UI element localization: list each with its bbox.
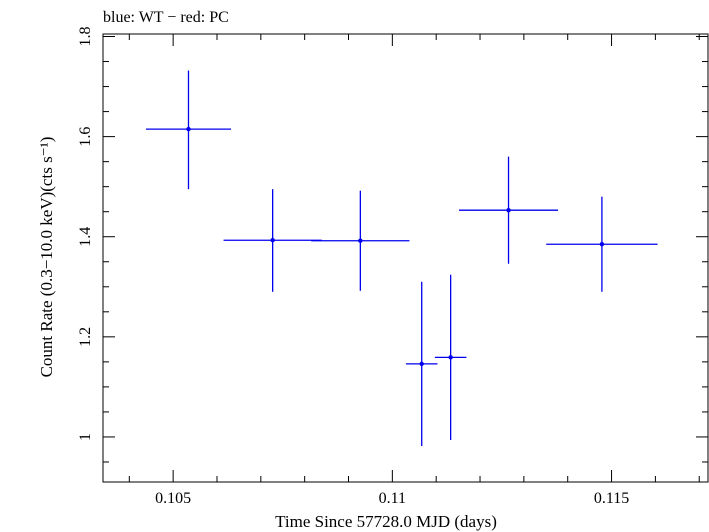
- y-tick-label: 1.6: [77, 127, 94, 147]
- point-marker: [270, 238, 275, 243]
- axis-tick-labels: 0.105 0.11 0.115 1 1.2 1.4 1.6 1.8: [77, 27, 629, 507]
- y-axis-label: Count Rate (0.3−10.0 keV)(cts s⁻¹): [37, 137, 56, 378]
- y-tick-label: 1: [77, 433, 94, 441]
- x-axis-label: Time Since 57728.0 MJD (days): [275, 512, 497, 531]
- plot-border: [102, 33, 709, 483]
- data-point: [223, 189, 322, 292]
- point-marker: [448, 355, 453, 360]
- data-point: [434, 274, 467, 440]
- x-tick-label: 0.105: [155, 490, 191, 507]
- point-marker: [186, 126, 191, 132]
- data-point: [311, 190, 410, 291]
- data-point: [546, 196, 658, 292]
- point-marker: [419, 361, 424, 367]
- axis-ticks: [103, 34, 708, 482]
- point-marker: [599, 242, 605, 247]
- y-tick-label: 1.2: [77, 327, 94, 347]
- chart-title: blue: WT − red: PC: [103, 9, 229, 26]
- plot-frame: [102, 33, 709, 483]
- y-tick-label: 1.4: [77, 227, 94, 247]
- y-tick-label: 1.8: [77, 27, 94, 47]
- point-marker: [506, 207, 511, 213]
- point-marker: [358, 238, 363, 243]
- data-point: [145, 70, 232, 190]
- data-point: [458, 156, 559, 264]
- x-tick-label: 0.11: [379, 490, 406, 507]
- data-points: [145, 70, 658, 446]
- x-tick-label: 0.115: [594, 490, 629, 507]
- data-point: [405, 281, 438, 446]
